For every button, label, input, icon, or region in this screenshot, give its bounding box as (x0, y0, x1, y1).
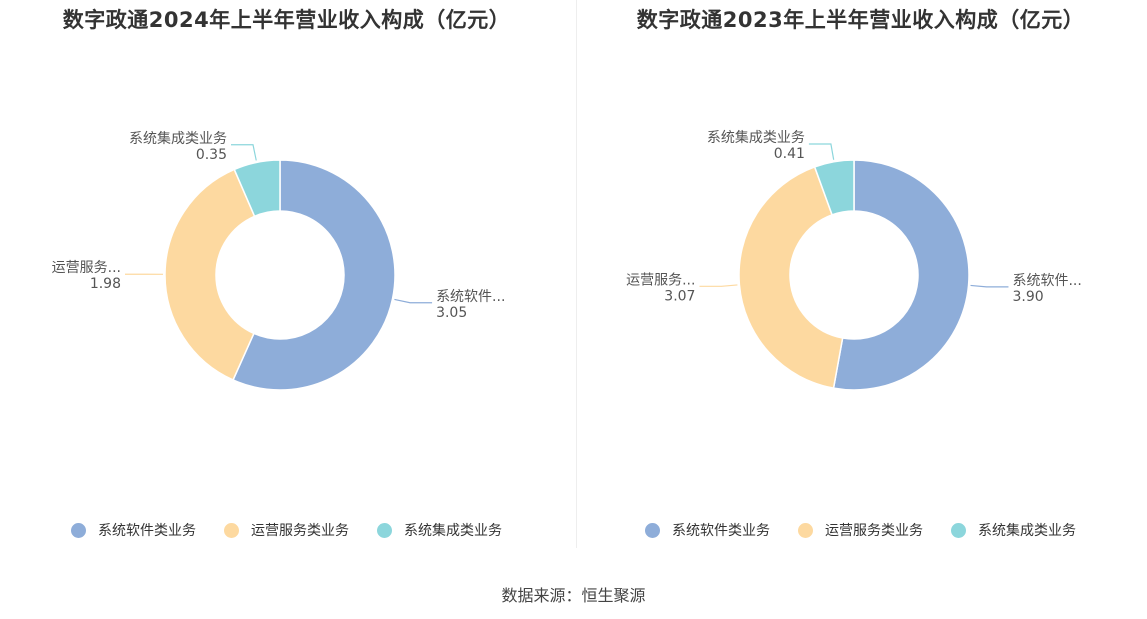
legend-marker (645, 522, 660, 538)
slice-operation[interactable] (164, 168, 256, 381)
slice-label: 系统集成类业务 (707, 129, 805, 146)
leader-line (394, 298, 433, 304)
data-source-note: 数据来源：恒生聚源 (501, 586, 646, 605)
slice-value-label: 3.90 (1012, 289, 1043, 305)
slice-label: 运营服务... (52, 260, 121, 276)
slice-software[interactable] (232, 159, 396, 391)
leader-line (231, 144, 257, 161)
legend-label: 运营服务类业务 (825, 523, 923, 539)
slice-software[interactable] (832, 159, 970, 391)
legend-item-operation[interactable]: 运营服务类业务 (224, 520, 349, 540)
slice-label: 系统集成类业务 (129, 130, 227, 147)
legend-label: 运营服务类业务 (251, 523, 349, 539)
slice-value-label: 3.05 (436, 305, 467, 321)
leader-line (808, 143, 835, 160)
slice-value-label: 3.07 (664, 288, 695, 304)
slice-integration[interactable] (813, 159, 855, 216)
slice-label: 系统软件... (436, 289, 505, 305)
slice-value-label: 1.98 (90, 276, 121, 292)
slice-operation[interactable] (738, 165, 844, 390)
legend-label: 系统集成类业务 (978, 523, 1076, 539)
legend-item-integration[interactable]: 系统集成类业务 (377, 520, 502, 540)
slice-label: 运营服务... (626, 272, 695, 288)
legend: 系统软件类业务 运营服务类业务 系统集成类业务 (574, 520, 1147, 540)
chart-panel-2024: 数字政通2024年上半年营业收入构成（亿元） 系统软件... 3.05 运营服务..… (0, 0, 573, 560)
slice-label: 系统软件... (1012, 273, 1081, 289)
legend-item-software[interactable]: 系统软件类业务 (71, 520, 196, 540)
slice-integration[interactable] (233, 159, 281, 218)
slice-value-label: 0.35 (196, 147, 227, 163)
legend-label: 系统集成类业务 (404, 523, 502, 539)
slice-value-label: 0.41 (774, 146, 805, 162)
legend-marker (71, 522, 86, 538)
leader-line (699, 284, 738, 287)
legend-label: 系统软件类业务 (672, 523, 770, 539)
legend-marker (951, 522, 966, 538)
legend: 系统软件类业务 运营服务类业务 系统集成类业务 (0, 520, 573, 540)
legend-item-integration[interactable]: 系统集成类业务 (951, 520, 1076, 540)
legend-marker (798, 522, 813, 538)
chart-title: 数字政通2024年上半年营业收入构成（亿元） (62, 8, 511, 32)
leader-line (970, 284, 1009, 288)
legend-label: 系统软件类业务 (98, 523, 196, 539)
legend-marker (377, 522, 392, 538)
chart-panel-2023: 数字政通2023年上半年营业收入构成（亿元） 系统软件... 3.90 运营服务..… (574, 0, 1147, 560)
legend-item-software[interactable]: 系统软件类业务 (645, 520, 770, 540)
panel-divider (576, 0, 577, 548)
chart-title: 数字政通2023年上半年营业收入构成（亿元） (636, 8, 1085, 32)
legend-item-operation[interactable]: 运营服务类业务 (798, 520, 923, 540)
legend-marker (224, 522, 239, 538)
